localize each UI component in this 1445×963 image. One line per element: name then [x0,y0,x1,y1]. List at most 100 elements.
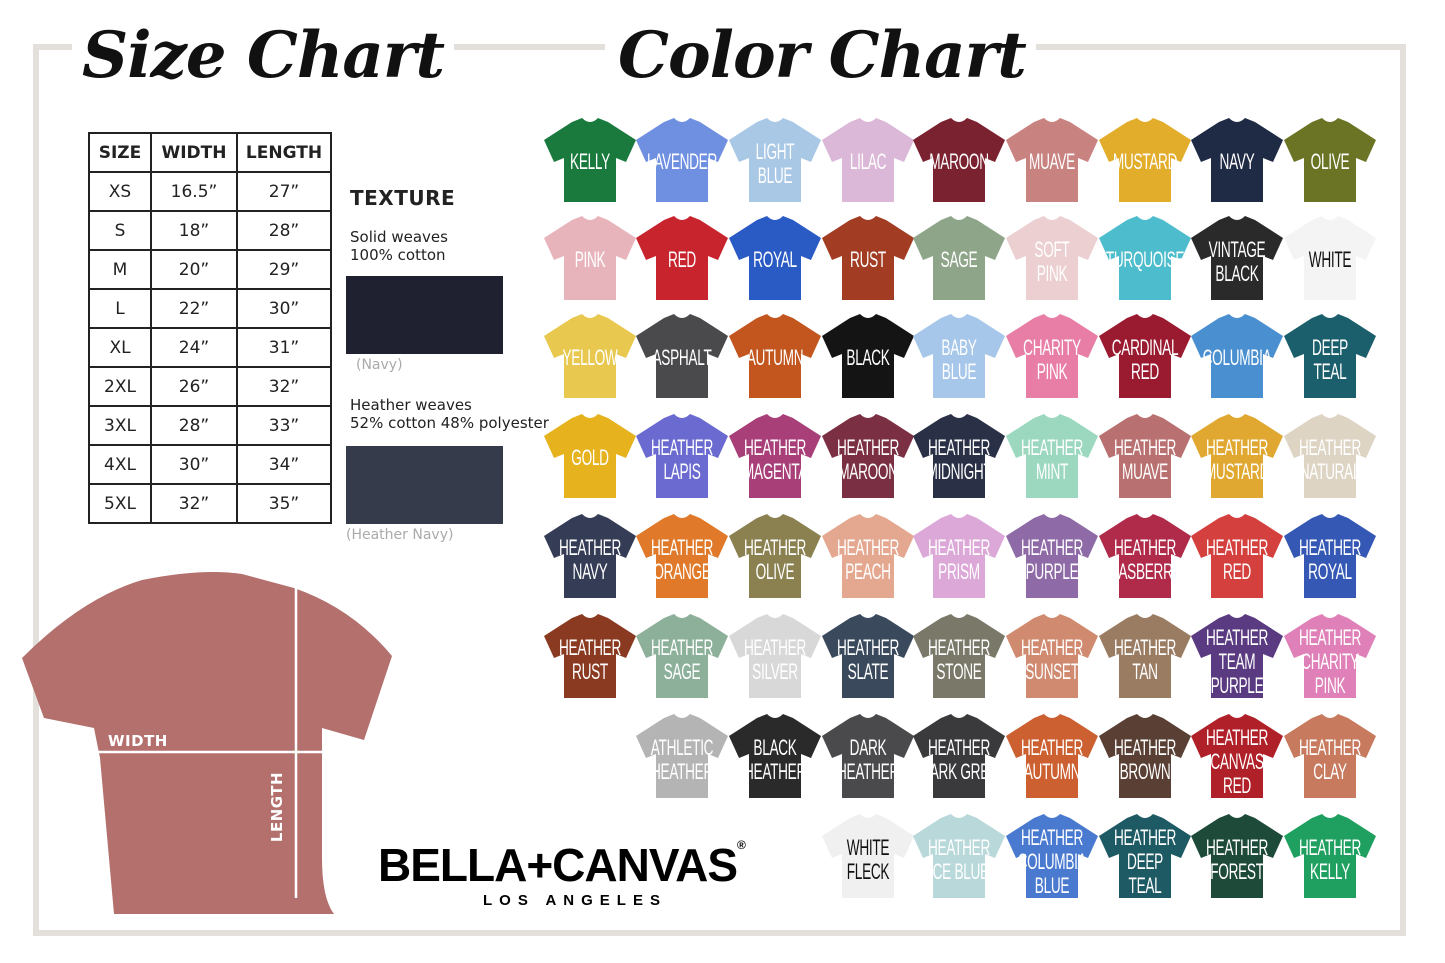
color-name-line: NAVY [572,559,608,584]
color-swatch: HEATHER PEACH [820,510,916,602]
color-name: SOFT PINK [1010,238,1094,286]
header-length: LENGTH [236,132,332,173]
color-name-line: SUNSET [1025,659,1079,684]
color-swatch: NAVY [1189,114,1285,206]
color-name-line: MUSTARD [1112,149,1178,174]
color-swatch: HEATHER FOREST [1189,810,1285,902]
color-name-line: HEATHER [1021,735,1083,760]
color-name-line: TEAL [1128,873,1162,898]
cell-length: 33” [236,405,332,446]
shirt-icon [1099,314,1191,398]
color-swatch: HEATHER CLAY [1282,710,1378,802]
frame-top-left [33,44,83,50]
solid-weave-line1: Solid weaves [350,228,448,246]
registered-mark: ® [737,838,746,852]
color-name-line: HEATHER [744,535,806,560]
color-swatch: WHITE FLECK [820,810,916,902]
shirt-icon [1006,514,1098,598]
shirt-icon [1099,614,1191,698]
color-name-line: CHARITY [1023,335,1081,360]
brand-location: LOS ANGELES [483,892,667,909]
cell-size: 2XL [88,366,152,407]
color-name-line: MIDNIGHT [926,459,992,484]
shirt-icon [1006,814,1098,898]
color-name-line: MUAVE [1122,459,1168,484]
color-name-line: HEATHER [651,635,713,660]
size-chart-title: Size Chart [72,18,455,93]
shirt-icon [913,314,1005,398]
header-size: SIZE [88,132,152,173]
color-name-line: NAVY [1219,149,1255,174]
frame-left [33,44,39,936]
cell-length: 31” [236,327,332,368]
color-swatch: CHARITY PINK [1004,310,1100,402]
cell-length: 30” [236,288,332,329]
shirt-icon [1284,216,1376,300]
color-swatch: COLUMBIA [1189,310,1285,402]
color-name-line: TAN [1132,659,1158,684]
color-name-line: BABY [941,335,977,360]
frame-top-right [935,44,1406,50]
shirt-icon [729,714,821,798]
color-name-line: HEATHER [928,535,990,560]
color-name-line: PRISM [938,559,980,584]
color-swatch: HEATHER MINT [1004,410,1100,502]
cell-width: 28” [150,405,238,446]
shirt-icon [913,614,1005,698]
color-name-line: COLUMBIA [1202,345,1272,370]
color-name-line: CARDINAL [1111,335,1179,360]
solid-weave-line2: 100% cotton [350,246,446,264]
color-name-line: WHITE [1308,247,1352,272]
color-name-line: DEEP [1312,335,1348,360]
color-swatch: HEATHER MIDNIGHT [911,410,1007,502]
color-name: WHITE [1288,248,1372,272]
shirt-icon [636,314,728,398]
color-swatch: HEATHER NAVY [542,510,638,602]
shirt-icon [636,414,728,498]
color-swatch: HEATHER ICE BLUE [911,810,1007,902]
shirt-icon [636,614,728,698]
color-name-line: HEATHER [1114,735,1176,760]
color-swatch: HEATHER COLUMBIA BLUE [1004,810,1100,902]
shirt-icon [913,514,1005,598]
color-name: HEATHER SILVER [733,636,817,684]
color-name: HEATHER NAVY [548,536,632,584]
color-swatch: MUSTARD [1097,114,1193,206]
color-name-line: BLUE [1034,873,1070,898]
color-name-line: HEATHER [1114,825,1176,850]
color-name-line: PEACH [845,559,891,584]
shirt-icon [822,118,914,202]
shirt-icon [636,714,728,798]
shirt-icon [822,814,914,898]
color-swatch: HEATHER BROWN [1097,710,1193,802]
color-name-line: HEATHER [837,635,899,660]
color-name-line: PINK [1036,261,1068,286]
color-name-line: HEATHER [651,535,713,560]
color-swatch: GOLD [542,410,638,502]
color-name: HEATHER AUTUMN [1010,736,1094,784]
shirt-icon [1006,414,1098,498]
color-swatch: TURQUOISE [1097,212,1193,304]
color-swatch: WHITE [1282,212,1378,304]
color-name: COLUMBIA [1195,346,1279,370]
width-label: WIDTH [108,732,168,750]
shirt-icon [729,118,821,202]
shirt-icon [1191,514,1283,598]
color-name: WHITE FLECK [826,836,910,884]
color-name-line: BROWN [1119,759,1171,784]
color-name: HEATHER ORANGE [640,536,724,584]
color-name-line: FLECK [846,859,890,884]
color-name: HEATHER STONE [917,636,1001,684]
color-swatch: HEATHER DARK GREY [911,710,1007,802]
color-name: DARK HEATHER [826,736,910,784]
length-label: LENGTH [268,771,287,843]
shirt-icon [1191,414,1283,498]
color-name-line: HEATHER [1299,435,1361,460]
color-name: HEATHER MUAVE [1103,436,1187,484]
color-swatch: HEATHER ORANGE [634,510,730,602]
color-name: HEATHER MINT [1010,436,1094,484]
color-name-line: TEAM [1218,649,1256,674]
shirt-icon [1284,514,1376,598]
shirt-icon [1191,714,1283,798]
color-chart-title: Color Chart [608,18,1036,93]
